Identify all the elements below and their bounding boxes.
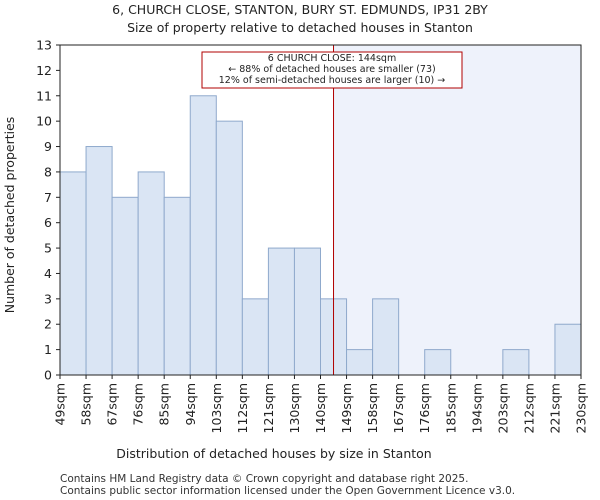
x-tick-label: 112sqm xyxy=(235,383,250,433)
x-tick-label: 194sqm xyxy=(469,383,484,433)
bar-76sqm xyxy=(137,171,165,376)
x-tick-label: 176sqm xyxy=(417,383,432,433)
bar-203sqm xyxy=(502,349,530,376)
x-tick-label: 203sqm xyxy=(495,383,510,433)
highlight-region xyxy=(333,45,581,375)
y-tick-label: 13 xyxy=(36,38,52,53)
x-tick-label: 149sqm xyxy=(339,383,354,433)
y-tick-label: 11 xyxy=(36,88,52,103)
chart-subtitle: Size of property relative to detached ho… xyxy=(127,20,473,35)
bar-112sqm xyxy=(241,298,269,376)
y-tick-label: 6 xyxy=(44,215,52,230)
y-tick-label: 7 xyxy=(44,190,52,205)
y-tick-label: 12 xyxy=(36,63,52,78)
y-tick-label: 4 xyxy=(44,266,52,281)
bar-158sqm xyxy=(372,298,400,376)
y-tick-label: 1 xyxy=(44,342,52,357)
x-tick-label: 103sqm xyxy=(209,383,224,433)
x-tick-label: 212sqm xyxy=(521,383,536,433)
x-tick-label: 130sqm xyxy=(287,383,302,433)
bars-group xyxy=(59,95,582,376)
x-tick-label: 185sqm xyxy=(443,383,458,433)
footer-line-2: Contains public sector information licen… xyxy=(60,485,515,497)
bar-149sqm xyxy=(346,349,374,376)
x-tick-label: 221sqm xyxy=(547,383,562,433)
x-tick-label: 85sqm xyxy=(157,383,172,426)
bar-58sqm xyxy=(85,146,113,376)
y-tick-label: 9 xyxy=(44,139,52,154)
bar-94sqm xyxy=(189,95,217,376)
bar-49sqm xyxy=(59,171,87,376)
annotation-line-1: 6 CHURCH CLOSE: 144sqm xyxy=(268,53,396,64)
bar-85sqm xyxy=(163,196,191,376)
x-tick-label: 76sqm xyxy=(131,383,146,426)
x-tick-label: 67sqm xyxy=(105,383,120,426)
y-tick-label: 3 xyxy=(44,291,52,306)
y-tick-label: 8 xyxy=(44,164,52,179)
x-tick-label: 58sqm xyxy=(79,383,94,426)
bar-121sqm xyxy=(267,247,295,376)
y-tick-label: 2 xyxy=(44,317,52,332)
x-tick-label: 158sqm xyxy=(365,383,380,433)
annotation-box: 6 CHURCH CLOSE: 144sqm ← 88% of detached… xyxy=(201,51,463,89)
x-axis-ticks: 49sqm 58sqm 67sqm 76sqm 85sqm 94sqm 103sqm 112s… xyxy=(53,375,589,433)
x-tick-label: 94sqm xyxy=(183,383,198,426)
y-tick-label: 10 xyxy=(36,114,52,129)
bar-221sqm xyxy=(554,323,582,376)
footer-line-1: Contains HM Land Registry data © Crown c… xyxy=(60,473,468,485)
bar-130sqm xyxy=(293,247,322,376)
bar-176sqm xyxy=(424,349,452,376)
annotation-line-2: ← 88% of detached houses are smaller (73… xyxy=(228,64,435,75)
bar-67sqm xyxy=(111,196,139,376)
bar-103sqm xyxy=(215,120,243,376)
x-tick-label: 230sqm xyxy=(574,383,589,433)
x-axis-label: Distribution of detached houses by size … xyxy=(116,446,431,461)
y-tick-label: 0 xyxy=(44,368,52,383)
y-axis-label: Number of detached properties xyxy=(2,117,17,314)
y-tick-label: 5 xyxy=(44,241,52,256)
x-tick-label: 140sqm xyxy=(313,383,328,433)
x-tick-label: 49sqm xyxy=(53,383,68,426)
x-tick-label: 167sqm xyxy=(391,383,406,433)
x-tick-label: 121sqm xyxy=(261,383,276,433)
chart-title: 6, CHURCH CLOSE, STANTON, BURY ST. EDMUN… xyxy=(112,2,488,17)
annotation-line-3: 12% of semi-detached houses are larger (… xyxy=(219,75,446,86)
